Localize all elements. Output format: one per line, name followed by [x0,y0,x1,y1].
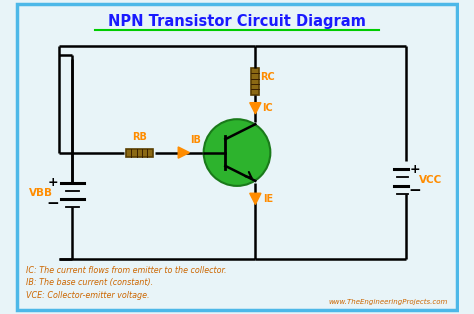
Text: NPN Transistor Circuit Diagram: NPN Transistor Circuit Diagram [108,14,366,29]
Text: +: + [410,163,420,176]
Text: VBB: VBB [29,188,54,198]
Text: www.TheEngineeringProjects.com: www.TheEngineeringProjects.com [329,298,448,305]
Polygon shape [250,103,261,114]
FancyBboxPatch shape [17,4,457,310]
FancyBboxPatch shape [251,68,259,95]
Text: IC: The current flows from emitter to the collector.: IC: The current flows from emitter to th… [26,266,226,275]
Text: RB: RB [132,132,146,142]
Text: IE: IE [263,194,273,204]
Text: IC: IC [263,103,273,113]
Text: −: − [409,183,421,198]
Polygon shape [178,147,190,158]
FancyBboxPatch shape [126,149,153,157]
Text: +: + [47,176,58,189]
Text: −: − [46,196,59,211]
Polygon shape [250,193,261,204]
Text: RC: RC [260,72,275,82]
Text: IB: The base current (constant).: IB: The base current (constant). [26,278,153,287]
Text: IB: IB [190,135,201,145]
Text: VCC: VCC [419,175,442,185]
Text: VCE: Collector-emitter voltage.: VCE: Collector-emitter voltage. [26,291,149,300]
Circle shape [204,119,270,186]
